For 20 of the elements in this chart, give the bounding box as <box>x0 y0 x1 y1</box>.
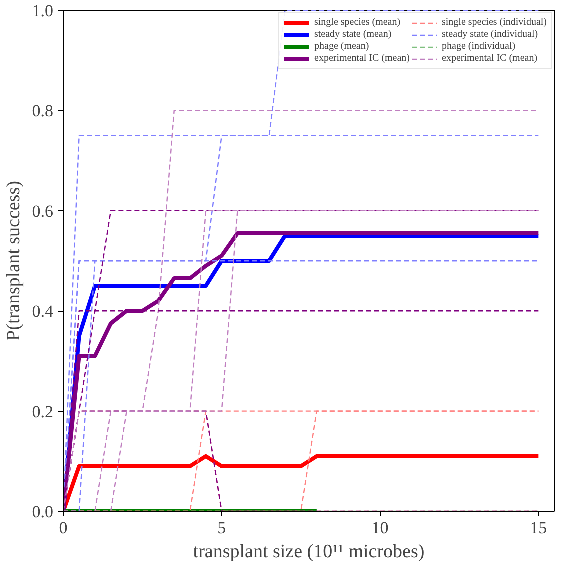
y-tick-label: 0.6 <box>32 202 54 221</box>
y-tick-label: 0.0 <box>32 502 54 522</box>
x-tick-label: 10 <box>372 518 389 538</box>
legend-label: experimental IC (mean) <box>314 53 410 64</box>
legend-label: single species (individual) <box>442 17 547 28</box>
y-tick-label: 0.2 <box>32 402 54 422</box>
legend-label: experimental IC (mean) <box>442 53 538 64</box>
y-axis-title: P(transplant success) <box>3 181 24 341</box>
x-tick-label: 5 <box>218 518 226 538</box>
legend-label: single species (mean) <box>314 17 401 28</box>
y-tick-label: 0.8 <box>32 102 54 121</box>
x-tick-label: 15 <box>530 518 548 538</box>
x-axis-title: transplant size (10¹¹ microbes) <box>193 542 425 562</box>
x-tick-label: 0 <box>59 518 68 538</box>
y-tick-label: 0.4 <box>32 302 54 322</box>
legend-label: steady state (mean) <box>314 29 392 40</box>
legend-label: phage (mean) <box>314 41 370 52</box>
legend-label: steady state (individual) <box>442 29 538 40</box>
legend-label: phage (individual) <box>442 41 516 52</box>
y-tick-label: 1.0 <box>32 2 54 20</box>
